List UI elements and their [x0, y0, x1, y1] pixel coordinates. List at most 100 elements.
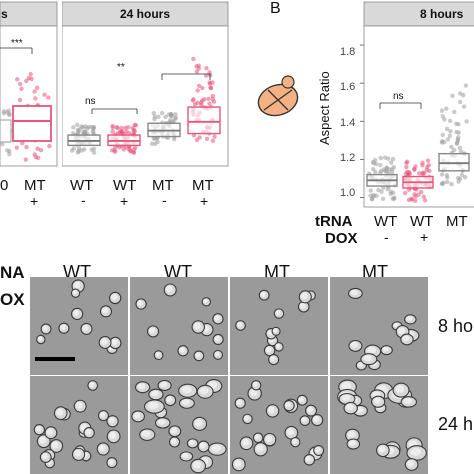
yeast-cell-highlight	[109, 431, 117, 439]
left-box-mt	[12, 105, 52, 142]
yeast-cell-highlight	[165, 285, 173, 293]
jitter-point	[71, 125, 76, 130]
yeast-cell-highlight	[149, 327, 156, 334]
jitter-point	[131, 130, 136, 135]
yeast-cell-highlight	[151, 390, 159, 397]
jitter-point	[1, 109, 7, 114]
jitter-point	[75, 122, 80, 128]
jitter-point	[424, 167, 429, 173]
jitter-point	[442, 117, 447, 122]
panel-b-y-ticks	[360, 44, 364, 198]
yeast-cell-highlight	[298, 396, 304, 402]
jitter-point	[29, 76, 34, 82]
jitter-point	[7, 151, 12, 157]
yeast-cell-highlight	[350, 341, 358, 348]
yeast-cell-highlight	[211, 444, 222, 452]
jitter-point	[210, 97, 215, 102]
yeast-cell-highlight	[111, 338, 118, 346]
jitter-point	[119, 125, 124, 131]
yeast-cell-highlight	[214, 335, 220, 342]
box	[187, 106, 221, 135]
x-dox-24h-3: -	[162, 192, 167, 208]
micrograph-mt-minus-8h	[230, 277, 328, 375]
jitter-point	[457, 145, 463, 151]
panel-b-ytick-1.4: 1.4	[340, 117, 356, 129]
yeast-cell-highlight	[272, 328, 278, 333]
jitter-point	[388, 191, 393, 197]
left-facet-plot	[0, 1, 58, 167]
x-dox-24h-1: -	[81, 192, 86, 208]
yeast-cell-highlight	[250, 388, 258, 397]
jitter-point	[34, 85, 40, 91]
jitter-point	[210, 138, 216, 144]
yeast-cell-highlight	[147, 401, 159, 410]
jitter-point	[445, 137, 451, 142]
jitter-point	[163, 114, 168, 120]
yeast-cell-highlight	[299, 302, 306, 309]
jitter-point	[35, 146, 40, 151]
jitter-point	[196, 66, 202, 71]
yeast-cell-highlight	[252, 381, 258, 387]
jitter-point	[373, 169, 378, 175]
jitter-point	[420, 163, 425, 168]
left-x-tick-1: 0	[0, 177, 9, 194]
jitter-point	[388, 160, 394, 165]
yeast-cell-highlight	[75, 401, 83, 409]
jitter-point	[156, 114, 161, 120]
jitter-point	[126, 125, 131, 130]
yeast-cell-highlight	[170, 427, 178, 434]
jitter-point	[6, 108, 11, 113]
panel-b-ytick-1.6: 1.6	[340, 81, 356, 93]
yeast-cell-highlight	[73, 281, 81, 289]
jitter-point	[402, 190, 408, 196]
jitter-point	[195, 88, 200, 93]
micrograph-wt-plus-8h	[130, 277, 228, 375]
x-tick-24h-4: MT	[192, 177, 214, 194]
yeast-cell-highlight	[98, 444, 106, 452]
jitter-point	[195, 100, 200, 105]
panel-b-letter: B	[270, 0, 281, 17]
panel-b-ytick-1.8: 1.8	[340, 46, 356, 58]
jitter-point	[404, 164, 409, 170]
left-x-tick-2-dox: +	[30, 193, 39, 209]
jitter-point	[458, 99, 463, 105]
jitter-point	[440, 132, 445, 138]
boxplots-b	[366, 152, 470, 189]
yeast-cell-highlight	[346, 404, 354, 411]
jitter-point	[46, 95, 51, 100]
yeast-cell-highlight	[402, 335, 410, 342]
yeast-cell-highlight	[166, 396, 173, 403]
x-dox-24h-2: +	[120, 193, 129, 209]
jitter-point	[463, 83, 469, 88]
yeast-cell-highlight	[382, 346, 389, 352]
jitter-point	[32, 89, 37, 94]
jitter-point	[440, 181, 445, 187]
jitter-point	[447, 133, 453, 138]
yeast-cell-highlight	[407, 460, 415, 467]
jitter-point	[412, 192, 417, 197]
jitter-point	[417, 171, 422, 176]
yeast-cell-highlight	[181, 386, 192, 394]
yeast-cell-highlight	[301, 416, 307, 423]
yeast-cell-highlight	[286, 428, 294, 436]
yeast-cell-highlight	[108, 417, 115, 424]
yeast-cell-highlight	[41, 453, 48, 460]
jitter-point	[412, 166, 417, 172]
jitter-point	[194, 69, 200, 74]
jitter-point	[151, 110, 157, 116]
jitter-point	[7, 112, 12, 118]
facet-24h-strip	[62, 1, 229, 27]
yeast-cell-highlight	[188, 439, 195, 445]
jitter-point	[452, 109, 457, 115]
jitter-point	[91, 150, 97, 155]
yeast-cell-highlight	[111, 293, 118, 301]
yeast-cell-highlight	[195, 352, 201, 358]
yeast-cell-highlight	[236, 321, 243, 328]
jitter-point	[20, 140, 25, 146]
jitter-point	[19, 86, 24, 91]
yeast-cell-highlight	[313, 416, 320, 423]
yeast-cell-highlight	[56, 408, 64, 416]
yeast-cell-highlight	[291, 438, 297, 444]
jitter-point	[110, 129, 115, 134]
jitter-point	[76, 129, 81, 134]
